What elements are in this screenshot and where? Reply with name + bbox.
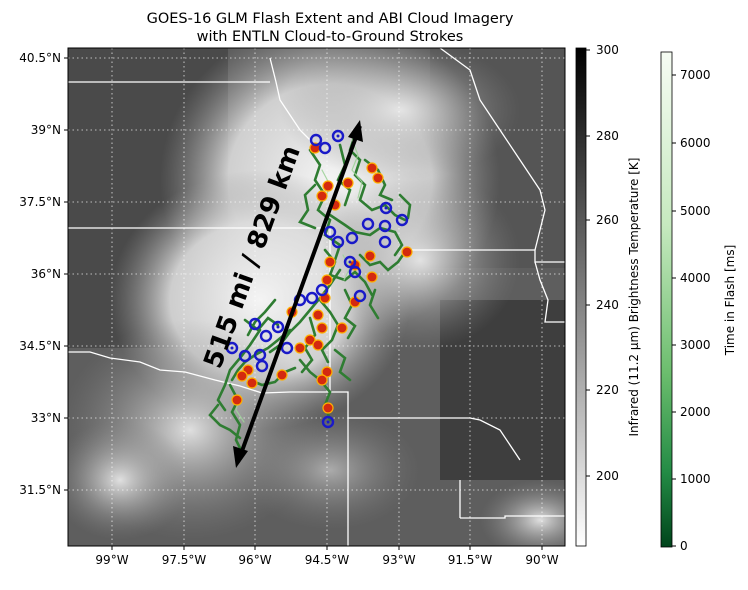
lon-label: 97.5°W — [162, 553, 207, 567]
longitude-labels: 99°W 97.5°W 96°W 94.5°W 93°W 91.5°W 90°W — [95, 546, 559, 567]
lat-label: 33°N — [31, 411, 61, 425]
flash-tick: 7000 — [680, 68, 711, 82]
map-title-line1: GOES-16 GLM Flash Extent and ABI Cloud I… — [146, 11, 514, 27]
map-title-line2: with ENTLN Cloud-to-Ground Strokes — [196, 29, 464, 45]
satellite-imagery — [68, 48, 565, 546]
lon-label: 93°W — [382, 553, 415, 567]
graticule — [68, 48, 565, 546]
lon-label: 94.5°W — [305, 553, 350, 567]
flash-colorbar-label: Time in Flash [ms] — [723, 245, 737, 357]
flash-tick: 6000 — [680, 136, 711, 150]
ir-tick: 260 — [596, 213, 619, 227]
flash-colorbar: 7000 6000 5000 4000 3000 2000 1000 0 Tim… — [660, 51, 737, 553]
lon-label: 96°W — [238, 553, 271, 567]
flash-tick: 0 — [680, 539, 688, 553]
flash-tick: 2000 — [680, 405, 711, 419]
ir-tick: 240 — [596, 298, 619, 312]
ir-tick: 200 — [596, 469, 619, 483]
latitude-labels: 40.5°N 39°N 37.5°N 36°N 34.5°N 33°N 31.5… — [19, 51, 68, 497]
map-frame — [67, 47, 566, 547]
ir-tick: 220 — [596, 383, 619, 397]
lat-label: 37.5°N — [19, 195, 61, 209]
lat-label: 36°N — [31, 267, 61, 281]
lat-label: 31.5°N — [19, 483, 61, 497]
flash-tick: 5000 — [680, 204, 711, 218]
flash-tick: 4000 — [680, 271, 711, 285]
lat-label: 34.5°N — [19, 339, 61, 353]
lon-label: 91.5°W — [448, 553, 493, 567]
lon-label: 90°W — [525, 553, 558, 567]
entln-negative-strokes — [225, 129, 409, 429]
distance-arrow — [236, 125, 362, 463]
ir-colorbar-label: Infrared (11.2 µm) Brightness Temperatur… — [627, 158, 641, 437]
ir-tick: 280 — [596, 129, 619, 143]
ir-colorbar: 300 280 260 240 220 200 Infrared (11.2 µ… — [575, 43, 641, 547]
lat-label: 40.5°N — [19, 51, 61, 65]
flash-tick: 3000 — [680, 338, 711, 352]
ir-tick: 300 — [596, 43, 619, 57]
lat-label: 39°N — [31, 123, 61, 137]
lon-label: 99°W — [95, 553, 128, 567]
flash-tick: 1000 — [680, 472, 711, 486]
